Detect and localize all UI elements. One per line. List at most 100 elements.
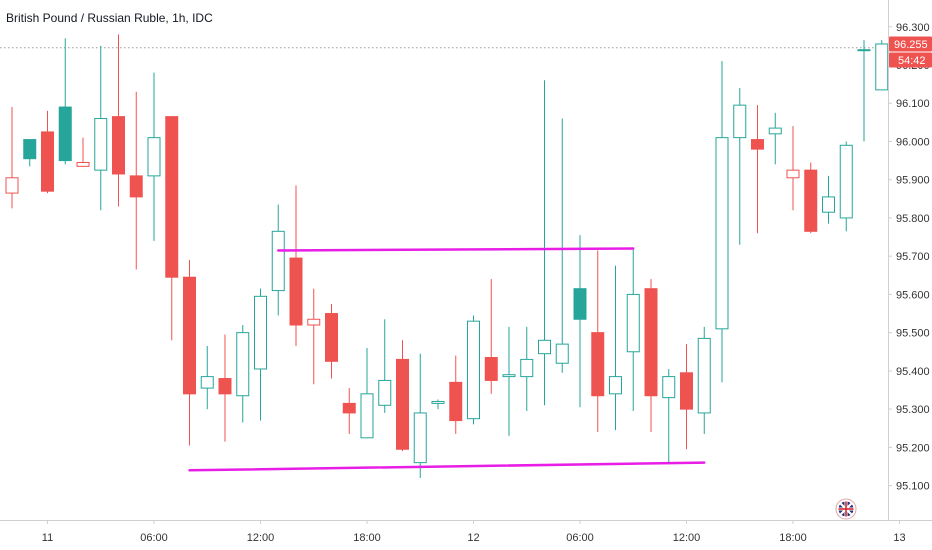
candle-8 bbox=[147, 72, 161, 241]
candle-body bbox=[573, 288, 587, 320]
candle-49 bbox=[875, 40, 889, 91]
candle-36 bbox=[644, 279, 658, 433]
candle-body bbox=[112, 116, 125, 175]
candle-14 bbox=[254, 288, 267, 421]
candle-26 bbox=[467, 315, 480, 425]
time-tick-label: 12:00 bbox=[247, 532, 275, 544]
candle-body bbox=[129, 175, 143, 198]
candle-body bbox=[271, 230, 285, 292]
candle-30 bbox=[538, 80, 551, 406]
candle-1 bbox=[23, 139, 37, 167]
candle-body bbox=[591, 332, 605, 397]
candle-33 bbox=[591, 250, 605, 433]
candle-body bbox=[94, 118, 108, 171]
candle-body bbox=[751, 139, 764, 150]
time-tick-label: 06:00 bbox=[140, 532, 168, 544]
time-tick-label: 18:00 bbox=[779, 532, 807, 544]
candle-body bbox=[165, 116, 179, 278]
candle-body bbox=[183, 276, 196, 395]
candle-7 bbox=[129, 91, 143, 270]
candle-body bbox=[23, 139, 37, 160]
candle-body bbox=[768, 127, 782, 135]
candle-body bbox=[839, 144, 853, 219]
candle-16 bbox=[289, 185, 303, 347]
time-axis[interactable]: 11 06:00 12:00 18:00 12 06:00 12:00 18:00 13 bbox=[42, 520, 906, 544]
candle-38 bbox=[680, 344, 693, 450]
candle-24 bbox=[431, 399, 445, 410]
candle-37 bbox=[662, 368, 676, 465]
time-tick-label: 13 bbox=[893, 532, 905, 544]
chart-title: British Pound / Russian Ruble, 1h, IDC bbox=[6, 11, 213, 25]
time-tick-label: 18:00 bbox=[353, 532, 381, 544]
candle-41 bbox=[733, 87, 747, 245]
union-jack-icon bbox=[835, 498, 857, 520]
candle-20 bbox=[360, 347, 374, 439]
current-price-tags: 96.255 54:42 bbox=[889, 36, 932, 68]
candle-43 bbox=[768, 112, 782, 165]
candle-body bbox=[502, 374, 516, 378]
candle-body bbox=[715, 137, 729, 330]
candle-42 bbox=[751, 105, 764, 234]
candle-body bbox=[289, 257, 303, 326]
candle-47 bbox=[839, 141, 853, 232]
candle-22 bbox=[396, 340, 409, 452]
trendline-1 bbox=[188, 461, 706, 472]
candle-body bbox=[875, 43, 889, 91]
candle-body bbox=[644, 288, 658, 397]
candle-39 bbox=[697, 326, 711, 434]
time-tick-label: 11 bbox=[42, 532, 53, 544]
price-tick-label: 95.100 bbox=[896, 481, 930, 493]
time-tick-label: 06:00 bbox=[566, 532, 594, 544]
candle-body bbox=[733, 104, 747, 139]
candle-body bbox=[484, 357, 498, 381]
candle-body bbox=[697, 337, 711, 414]
candle-body bbox=[626, 293, 640, 353]
price-tick-label: 95.800 bbox=[896, 213, 930, 225]
time-tick-label: 12 bbox=[467, 532, 479, 544]
candle-body bbox=[378, 379, 392, 406]
price-tick-label: 95.600 bbox=[896, 289, 930, 301]
candle-34 bbox=[609, 265, 622, 431]
candle-13 bbox=[236, 325, 250, 423]
candle-body bbox=[307, 318, 321, 326]
candle-body bbox=[218, 378, 232, 395]
price-tick-label: 95.200 bbox=[896, 442, 930, 454]
candle-11 bbox=[200, 346, 214, 410]
candle-body bbox=[449, 381, 463, 422]
price-tick-label: 96.300 bbox=[896, 22, 930, 34]
candle-23 bbox=[413, 353, 427, 478]
price-tick-label: 95.300 bbox=[896, 404, 930, 416]
candle-10 bbox=[183, 260, 196, 446]
candle-body bbox=[431, 400, 445, 404]
candle-body bbox=[467, 320, 480, 420]
candle-body bbox=[538, 339, 551, 355]
candle-35 bbox=[626, 248, 640, 412]
countdown-value: 54:42 bbox=[898, 55, 926, 67]
candle-body bbox=[822, 196, 835, 213]
candle-2 bbox=[41, 110, 54, 194]
candle-48 bbox=[857, 40, 871, 142]
candle-body bbox=[41, 131, 54, 192]
trendlines-layer bbox=[188, 247, 706, 472]
price-tick-label: 96.000 bbox=[896, 136, 930, 148]
candle-31 bbox=[555, 118, 569, 373]
candle-5 bbox=[94, 45, 108, 211]
candle-body bbox=[804, 169, 818, 232]
time-tick-label: 12:00 bbox=[673, 532, 701, 544]
price-tick-label: 96.100 bbox=[896, 98, 930, 110]
candle-44 bbox=[786, 126, 800, 211]
candle-body bbox=[76, 162, 90, 167]
candle-6 bbox=[112, 34, 125, 207]
candle-25 bbox=[449, 355, 463, 434]
price-tick-label: 95.900 bbox=[896, 175, 930, 187]
candle-28 bbox=[502, 326, 516, 436]
candle-18 bbox=[325, 303, 338, 379]
candle-body bbox=[555, 343, 569, 364]
candle-body bbox=[342, 402, 356, 414]
candle-29 bbox=[520, 326, 534, 412]
candle-body bbox=[680, 372, 693, 410]
price-tick-label: 95.400 bbox=[896, 366, 930, 378]
candle-40 bbox=[715, 61, 729, 383]
